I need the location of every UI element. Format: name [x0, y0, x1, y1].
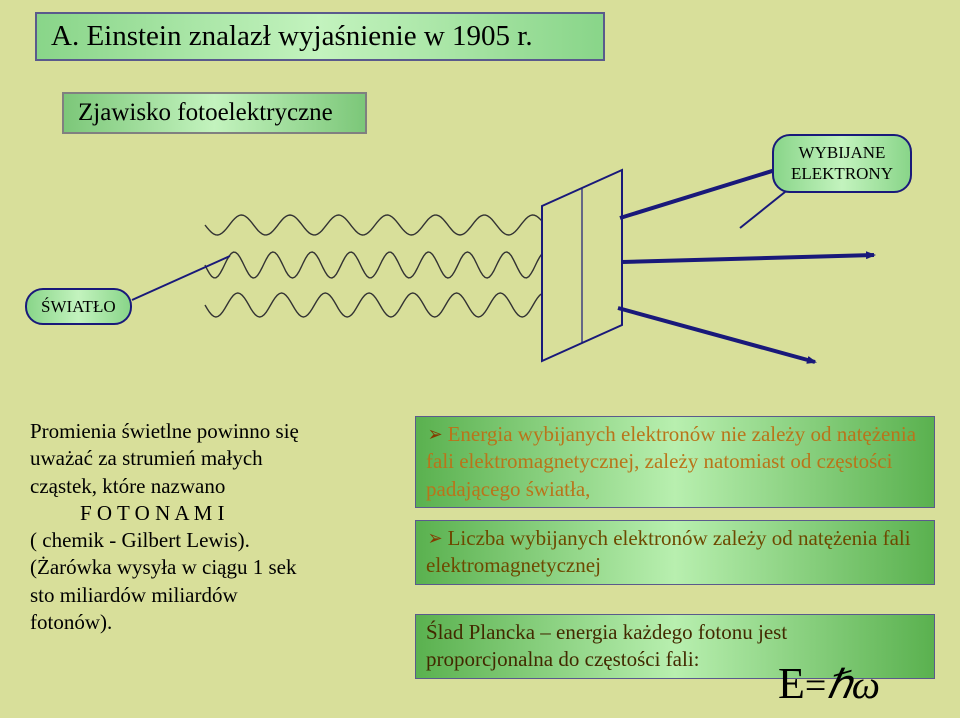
left-l7: sto miliardów miliardów [30, 582, 400, 609]
formula: E=ℏω [778, 658, 880, 709]
bullet-2-icon: ➢ [428, 526, 446, 551]
left-l5: ( chemik - Gilbert Lewis). [30, 527, 400, 554]
left-l6: (Żarówka wysyła w ciągu 1 sek [30, 554, 400, 581]
left-l4: F O T O N A M I [30, 500, 400, 527]
planck-l1: Ślad Plancka – energia każdego fotonu je… [426, 619, 924, 646]
left-l8: fotonów). [30, 609, 400, 636]
bullet-2-text: Liczba wybijanych elektronów zależy od n… [426, 526, 911, 577]
formula-omega: ω [852, 662, 880, 707]
bullet-1-text: Energia wybijanych elektronów nie zależy… [426, 422, 916, 501]
electrons-bubble-l2: ELEKTRONY [788, 163, 896, 184]
left-l1: Promienia świetlne powinno się [30, 418, 400, 445]
bullet-2-box: ➢Liczba wybijanych elektronów zależy od … [415, 520, 935, 585]
leader-lines [132, 180, 800, 300]
left-l3: cząstek, które nazwano [30, 473, 400, 500]
light-bubble: ŚWIATŁO [25, 288, 132, 325]
electrons-bubble-l1: WYBIJANE [788, 142, 896, 163]
left-text-block: Promienia świetlne powinno się uważać za… [30, 418, 400, 636]
formula-eq: = [805, 665, 826, 707]
formula-hbar: ℏ [826, 662, 851, 707]
bullet-1-box: ➢Energia wybijanych elektronów nie zależ… [415, 416, 935, 508]
metal-plate [542, 170, 622, 361]
left-l2: uważać za strumień małych [30, 445, 400, 472]
light-bubble-label: ŚWIATŁO [41, 297, 116, 316]
formula-E: E [778, 659, 805, 708]
light-waves [205, 215, 555, 317]
electrons-bubble: WYBIJANE ELEKTRONY [772, 134, 912, 193]
bullet-1-icon: ➢ [428, 422, 446, 447]
